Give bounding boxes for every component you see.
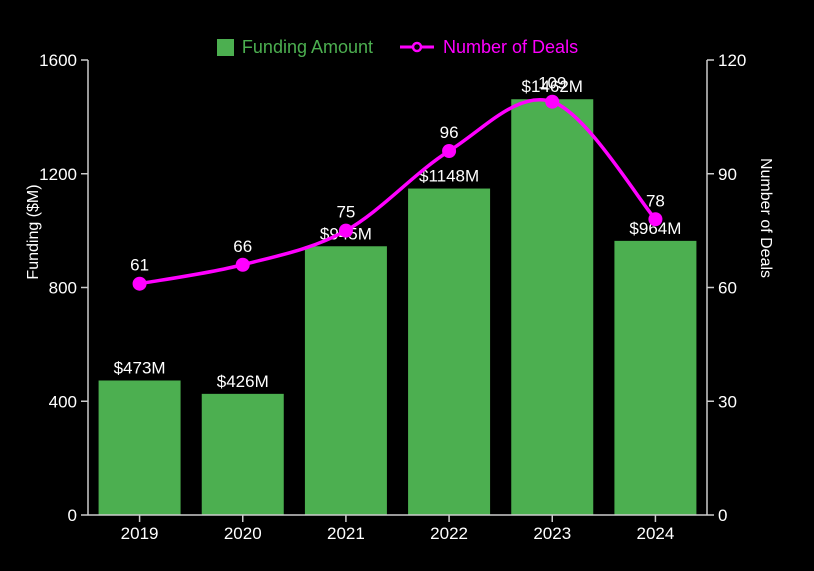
left-tick-label-400: 400: [49, 392, 77, 411]
left-tick-label-1600: 1600: [39, 51, 77, 70]
bar-2019: [98, 380, 181, 515]
deals-point-2023: [545, 94, 560, 109]
deals-point-2019: [132, 276, 147, 291]
line-marker-icon: [400, 41, 435, 53]
left-tick-label-800: 800: [49, 279, 77, 298]
x-tick-label-2022: 2022: [430, 524, 468, 543]
deals-label-2021: 75: [336, 203, 355, 222]
deals-point-2021: [338, 223, 353, 238]
bar-2023: [511, 99, 594, 516]
deals-point-2022: [442, 144, 457, 158]
deals-label-2020: 66: [233, 237, 252, 256]
legend-label-number-of-deals: Number of Deals: [443, 37, 579, 57]
x-tick-label-2019: 2019: [121, 524, 159, 543]
bar-2021: [304, 246, 387, 515]
bar-label-2019: $473M: [114, 358, 166, 377]
legend-item-funding-amount: Funding Amount: [216, 37, 374, 57]
deals-label-2024: 78: [646, 191, 665, 210]
bar-label-2024: $964M: [629, 219, 681, 238]
right-tick-label-120: 120: [718, 51, 746, 70]
x-tick-label-2021: 2021: [327, 524, 365, 543]
deals-point-2024: [648, 212, 663, 227]
deals-label-2022: 96: [440, 123, 459, 142]
bar-label-2023: $1462M: [522, 77, 583, 96]
right-tick-label-60: 60: [718, 279, 737, 298]
right-tick-label-90: 90: [718, 165, 737, 184]
x-tick-label-2024: 2024: [637, 524, 675, 543]
bar-label-2020: $426M: [217, 372, 269, 391]
deals-label-2019: 61: [130, 256, 149, 275]
legend-item-number-of-deals: Number of Deals: [399, 38, 578, 56]
left-tick-label-1200: 1200: [39, 165, 77, 184]
x-tick-label-2023: 2023: [533, 524, 571, 543]
bar-2020: [201, 393, 284, 515]
deals-point-2020: [235, 257, 250, 272]
right-tick-label-30: 30: [718, 392, 737, 411]
right-tick-label-0: 0: [718, 506, 727, 525]
legend-label-funding-amount: Funding Amount: [241, 37, 374, 57]
left-tick-label-0: 0: [68, 506, 77, 525]
deals-label-2023: 109: [538, 74, 566, 93]
bar-2022: [408, 188, 491, 515]
x-tick-label-2020: 2020: [224, 524, 262, 543]
bar-2024: [614, 240, 697, 516]
bar-label-2022: $1148M: [419, 167, 479, 186]
chart-legend: Funding Amount Number of Deals: [88, 36, 707, 58]
bar-swatch-icon: [216, 38, 234, 56]
